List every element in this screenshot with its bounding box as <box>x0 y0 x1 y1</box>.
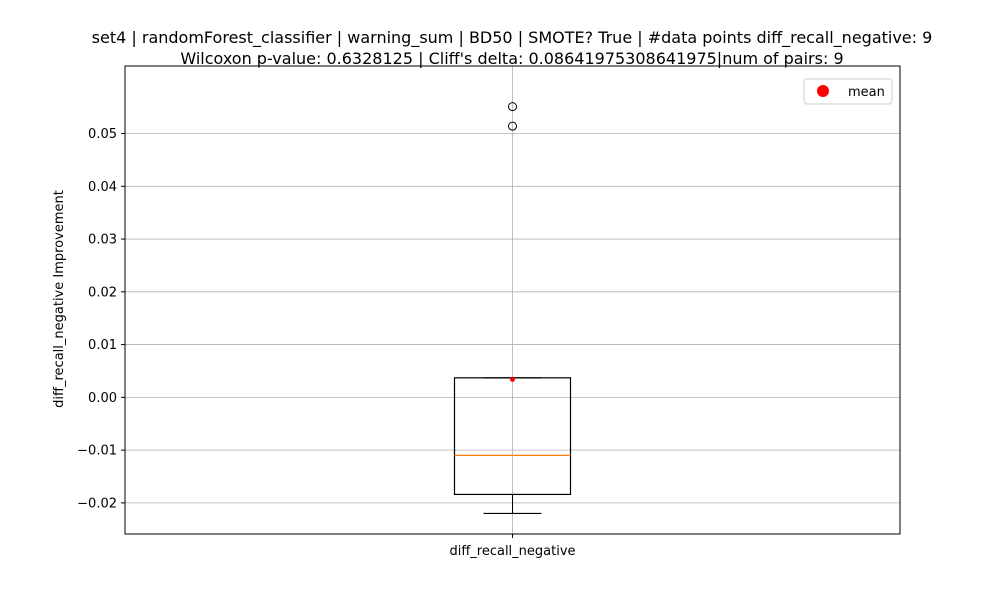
y-tick-label: 0.00 <box>88 391 117 406</box>
box-elements <box>453 102 572 515</box>
y-tick-label: 0.03 <box>88 233 117 248</box>
y-tick-label: 0.01 <box>88 338 117 353</box>
y-tick-label: 0.04 <box>88 180 117 195</box>
legend-mean-marker <box>817 85 829 97</box>
legend: mean <box>803 78 893 105</box>
grid-lines <box>125 66 900 534</box>
y-axis-label: diff_recall_negative Improvement <box>52 190 67 408</box>
legend-mean-label: mean <box>848 85 885 100</box>
y-axis-ticks: −0.02 −0.01 0.00 0.01 0.02 0.03 0.04 0.05 <box>77 127 513 538</box>
y-tick-label: −0.01 <box>77 444 117 459</box>
y-tick-label: 0.02 <box>88 285 117 300</box>
mean-point <box>510 376 515 382</box>
x-tick-label: diff_recall_negative <box>449 544 575 559</box>
outlier-point <box>508 102 517 112</box>
y-tick-label: 0.05 <box>88 127 117 142</box>
plot-area-frame <box>124 65 901 535</box>
outlier-point <box>508 121 517 131</box>
chart-title-line-2: Wilcoxon p-value: 0.6328125 | Cliff's de… <box>180 49 843 68</box>
chart-title-line-1: set4 | randomForest_classifier | warning… <box>92 28 933 48</box>
y-tick-label: −0.02 <box>77 496 117 511</box>
legend-frame <box>803 78 893 105</box>
